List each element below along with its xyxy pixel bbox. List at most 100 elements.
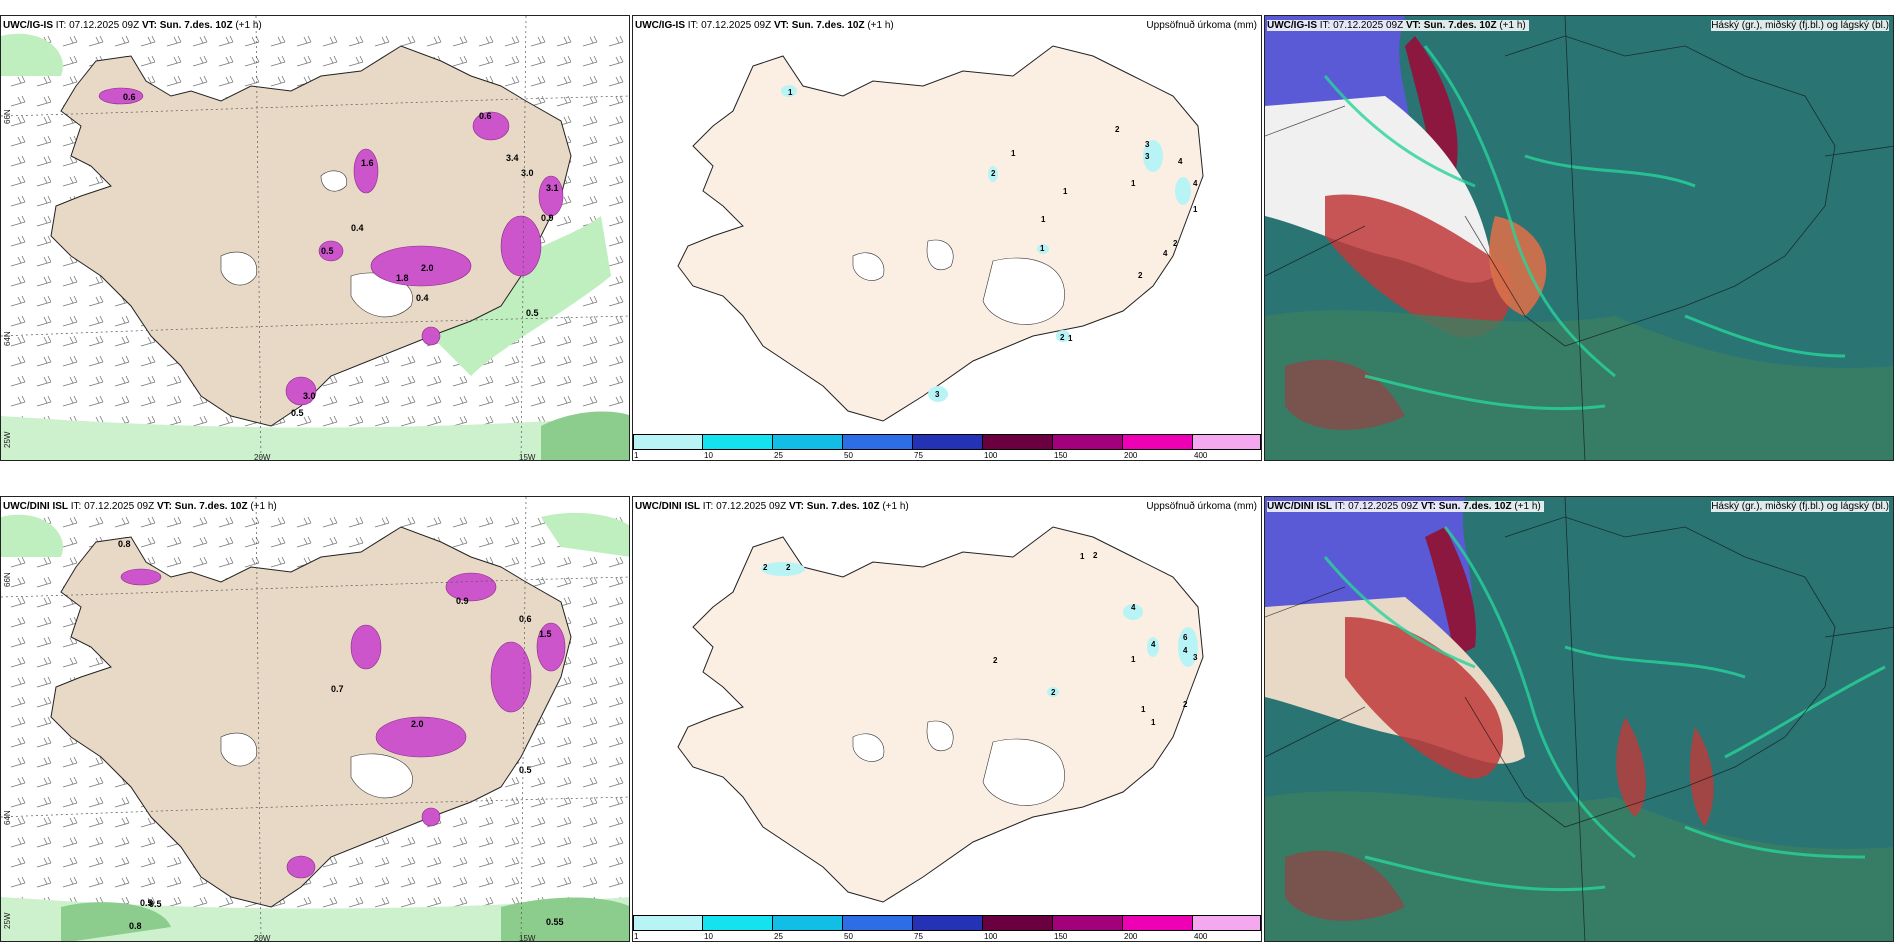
precip-value: 1 — [1141, 705, 1146, 714]
wind-barb — [36, 736, 52, 748]
wind-barb — [192, 556, 208, 568]
colorbar-swatch — [1053, 434, 1123, 450]
wind-barb — [322, 536, 338, 548]
colorbar-label: 100 — [984, 932, 998, 941]
cloud-map-panel-igis: UWC/IG-IS IT: 07.12.2025 09Z VT: Sun. 7.… — [1264, 15, 1894, 461]
wind-barb — [296, 55, 312, 67]
wind-barb — [556, 676, 572, 688]
wind-barb — [400, 35, 416, 47]
wind-barb — [10, 175, 26, 187]
wind-barb — [296, 35, 312, 47]
wind-barb — [530, 55, 546, 67]
wind-barb — [36, 596, 52, 608]
wind-barb — [608, 576, 624, 588]
colorbar-swatch — [843, 915, 913, 931]
wind-barb — [608, 556, 624, 568]
wind-barb — [218, 896, 234, 908]
wind-barb — [478, 55, 494, 67]
wind-barb — [114, 375, 130, 387]
precip-map-igis: 1 2 1 1 1 2 3 3 1 4 4 1 1 2 2 1 3 4 2 — [633, 16, 1261, 460]
wind-barb — [582, 95, 598, 107]
wind-barb — [10, 335, 26, 347]
lat-label: 66N — [3, 572, 12, 587]
precip-value: 1 — [1131, 179, 1136, 188]
wind-barb — [192, 415, 208, 427]
wind-barb — [348, 536, 364, 548]
wind-barb — [322, 896, 338, 908]
wind-value: 0.4 — [351, 223, 364, 233]
colorbar-swatch — [913, 434, 983, 450]
wind-barb — [530, 796, 546, 808]
lead-time: (+1 h) — [882, 501, 909, 512]
wind-barb — [504, 35, 520, 47]
wind-barb — [608, 255, 624, 267]
precip-value: 1 — [1011, 149, 1016, 158]
wind-barb — [478, 856, 494, 868]
precip-value: 1 — [1068, 334, 1073, 343]
wind-barb — [10, 556, 26, 568]
wind-barb — [478, 836, 494, 848]
wind-barb — [478, 516, 494, 528]
wind-barb — [608, 676, 624, 688]
wind-barb — [62, 836, 78, 848]
colorbar-label: 1 — [634, 932, 639, 941]
colorbar-label: 1 — [634, 451, 639, 460]
wind-barb — [88, 856, 104, 868]
wind-barb — [10, 295, 26, 307]
wind-barb — [62, 275, 78, 287]
wind-barb — [400, 375, 416, 387]
wind-barb — [10, 576, 26, 588]
wind-barb — [322, 35, 338, 47]
wind-barb — [556, 836, 572, 848]
wind-barb — [10, 235, 26, 247]
wind-barb — [10, 836, 26, 848]
wind-barb — [556, 856, 572, 868]
precip-value: 1 — [1131, 655, 1136, 664]
wind-barb — [374, 35, 390, 47]
wind-barb — [296, 415, 312, 427]
wind-barb — [36, 195, 52, 207]
wind-value: 0.9 — [541, 213, 554, 223]
wind-barb — [426, 35, 442, 47]
wind-barb — [348, 35, 364, 47]
wind-barb — [530, 776, 546, 788]
wind-barb — [192, 35, 208, 47]
wind-barb — [608, 235, 624, 247]
wind-barb — [62, 55, 78, 67]
wind-barb — [62, 816, 78, 828]
it-label: IT: — [70, 501, 82, 512]
wind-barb — [452, 836, 468, 848]
it-value: 07.12.2025 09Z — [69, 20, 140, 31]
wind-barb — [478, 816, 494, 828]
lon-label: 15W — [519, 453, 536, 461]
panel-header: UWC/DINI ISL IT: 07.12.2025 09Z VT: Sun.… — [1267, 501, 1544, 512]
vt-label: VT: — [141, 20, 157, 31]
wind-barb — [166, 375, 182, 387]
colorbar-label: 400 — [1194, 451, 1208, 460]
wind-barb — [504, 856, 520, 868]
wind-barb — [36, 355, 52, 367]
wind-value: 0.5 — [149, 899, 162, 909]
wind-barb — [322, 856, 338, 868]
wind-barb — [166, 556, 182, 568]
colorbar-swatch — [843, 434, 913, 450]
wind-barb — [582, 816, 598, 828]
panel-header: UWC/IG-IS IT: 07.12.2025 09Z VT: Sun. 7.… — [635, 20, 894, 31]
wind-barb — [582, 576, 598, 588]
wind-barb — [36, 676, 52, 688]
wind-barb — [348, 415, 364, 427]
precip-value: 3 — [1145, 152, 1150, 161]
wind-barb — [530, 75, 546, 87]
wind-barb — [582, 556, 598, 568]
wind-barb — [608, 95, 624, 107]
wind-value: 0.5 — [519, 765, 532, 775]
wind-barb — [322, 375, 338, 387]
wind-barb — [270, 556, 286, 568]
model-name: UWC/IG-IS — [635, 20, 685, 31]
wind-barb — [140, 395, 156, 407]
wind-barb — [88, 175, 104, 187]
wind-barb — [556, 756, 572, 768]
vt-label: VT: — [788, 501, 804, 512]
wind-barb — [608, 796, 624, 808]
colorbar-frame — [633, 915, 1261, 931]
